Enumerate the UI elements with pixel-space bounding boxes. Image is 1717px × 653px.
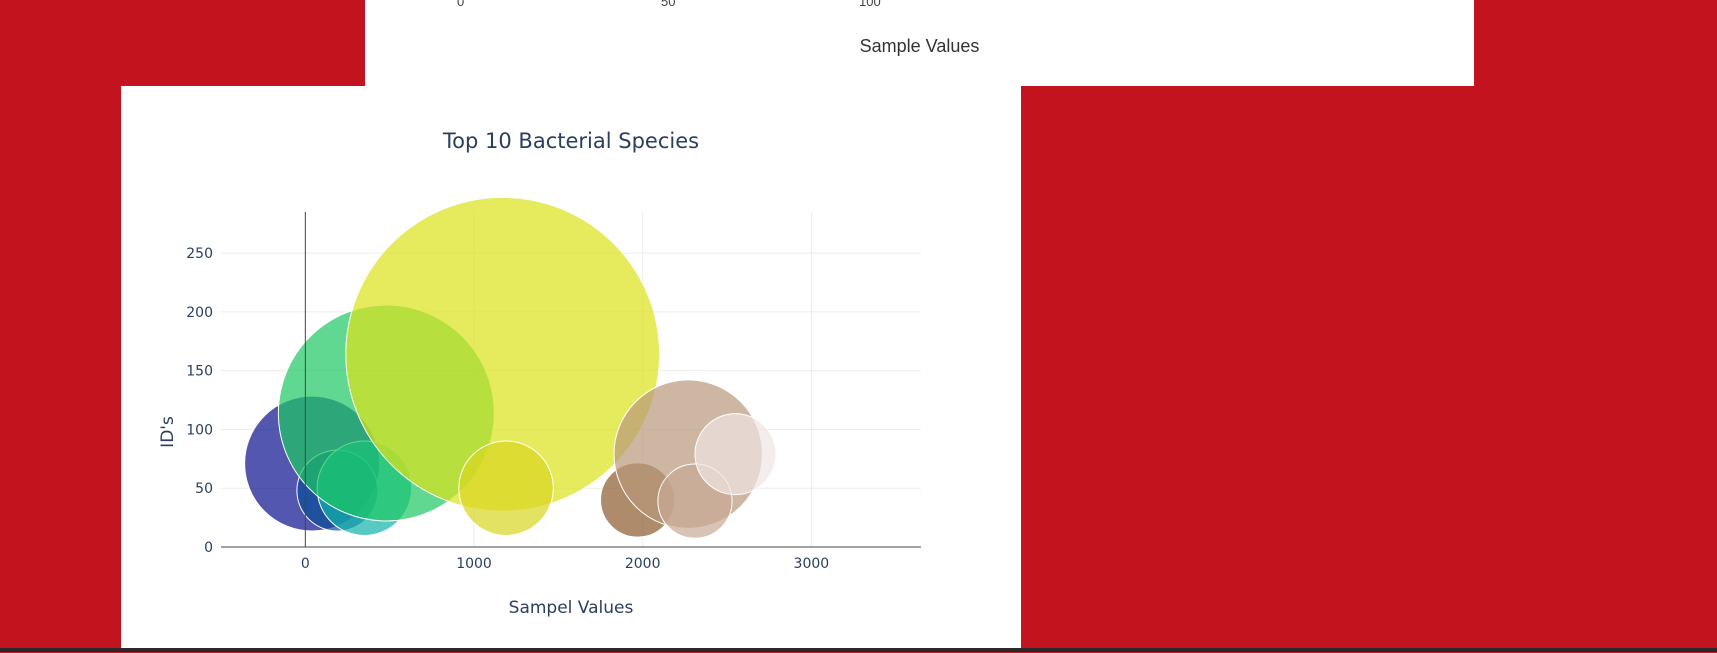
y-axis-title: ID's bbox=[158, 416, 178, 448]
x-tick-label: 3000 bbox=[794, 556, 830, 572]
bubble-series bbox=[244, 196, 777, 539]
chart-title: Top 10 Bacterial Species bbox=[442, 129, 699, 153]
bubble-chart: Top 10 Bacterial Species Sampel Values I… bbox=[158, 129, 921, 618]
y-tick-label: 200 bbox=[186, 305, 213, 321]
bubble-point[interactable] bbox=[458, 440, 554, 536]
bottom-bar bbox=[0, 648, 1717, 652]
bubble-point[interactable] bbox=[694, 413, 777, 496]
y-tick-label: 50 bbox=[195, 481, 213, 497]
top-x-tick-label: 50 bbox=[661, 0, 676, 9]
y-tick-label: 0 bbox=[204, 540, 213, 556]
y-tick-label: 150 bbox=[186, 364, 213, 380]
x-tick-label: 0 bbox=[301, 556, 310, 572]
axes: 0 50 100 150 200 250 0 1000 2000 3000 bbox=[186, 212, 921, 572]
top-x-axis-title: Sample Values bbox=[859, 36, 980, 56]
top-x-tick-label: 100 bbox=[859, 0, 881, 9]
x-axis-title: Sampel Values bbox=[509, 598, 634, 618]
bubble-chart-panel: Top 10 Bacterial Species Sampel Values I… bbox=[121, 86, 1021, 648]
top-chart-panel: 0 50 100 Sample Values bbox=[365, 0, 1474, 86]
top-x-tick-label: 0 bbox=[457, 0, 465, 9]
x-tick-label: 1000 bbox=[456, 556, 492, 572]
y-tick-label: 250 bbox=[186, 246, 213, 262]
y-tick-label: 100 bbox=[186, 422, 213, 438]
x-tick-label: 2000 bbox=[625, 556, 661, 572]
